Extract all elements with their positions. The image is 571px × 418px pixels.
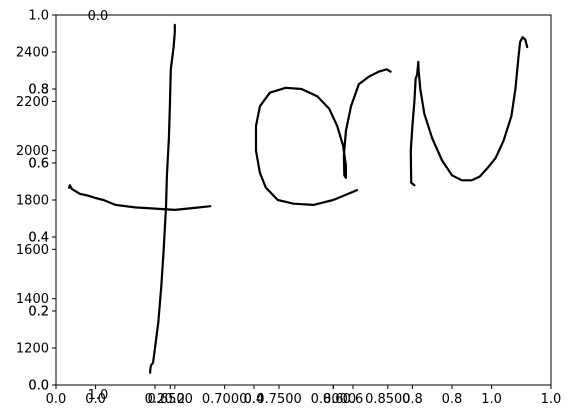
- y-tick-label: 0.6: [28, 157, 49, 172]
- bottom-offset-label: 1.0: [88, 388, 109, 403]
- x-tick-label: 0.8000: [311, 392, 357, 407]
- x-tick-label: 0.4: [244, 392, 265, 407]
- series-loop: [254, 68, 392, 206]
- y-tick-label: 0.0: [28, 379, 49, 394]
- y-tick-label: 1200: [16, 342, 49, 357]
- x-tick-label: 0.8: [442, 392, 463, 407]
- x-tick-label: 1.0: [481, 392, 502, 407]
- top-offset-label: 0.0: [88, 9, 109, 24]
- x-tick-label: 0.6: [343, 392, 364, 407]
- y-tick-label: 1600: [16, 243, 49, 258]
- y-tick-label: 0.6: [28, 157, 49, 172]
- y-tick-label: 0.2: [28, 305, 49, 320]
- x-tick-label: 0.8500: [365, 392, 411, 407]
- x-tick-label: 0.2: [145, 392, 166, 407]
- plot-area: [67, 23, 529, 374]
- y-tick-label: 0.4: [28, 231, 49, 246]
- x-tick-label: 0.6500: [147, 392, 193, 407]
- y-tick-label: 0.2: [28, 305, 49, 320]
- y-tick-label: 0.0: [28, 379, 49, 394]
- x-tick-label: 0.7500: [256, 392, 302, 407]
- series-horizontal-bar: [67, 184, 212, 211]
- x-tick-label: 0.0: [85, 392, 106, 407]
- y-tick-label: 1400: [16, 292, 49, 307]
- y-tick-label: 2400: [16, 46, 49, 61]
- tick-layer: 0.0 0.2 0.4 0.6 0.8 1.00.00.20.40.60.81.00.0 0…: [16, 9, 561, 408]
- x-tick-label: 0.2: [164, 392, 185, 407]
- x-tick-label: 0.7000: [202, 392, 248, 407]
- x-tick-label: 1.0: [541, 392, 562, 407]
- y-tick-label: 1800: [16, 194, 49, 209]
- x-tick-label: 0.4: [244, 392, 265, 407]
- y-tick-label: 0.8: [28, 83, 49, 98]
- series-vertical-bar: [149, 23, 176, 374]
- y-tick-label: 2000: [16, 144, 49, 159]
- x-tick-label: 0.8: [402, 392, 423, 407]
- x-tick-label: 0.0: [46, 392, 67, 407]
- x-tick-label: 0.6: [323, 392, 344, 407]
- series-hook: [409, 36, 529, 187]
- y-tick-label: 0.8: [28, 83, 49, 98]
- y-tick-label: 1.0: [28, 9, 49, 24]
- y-tick-label: 0.4: [28, 231, 49, 246]
- y-tick-label: 2200: [16, 95, 49, 110]
